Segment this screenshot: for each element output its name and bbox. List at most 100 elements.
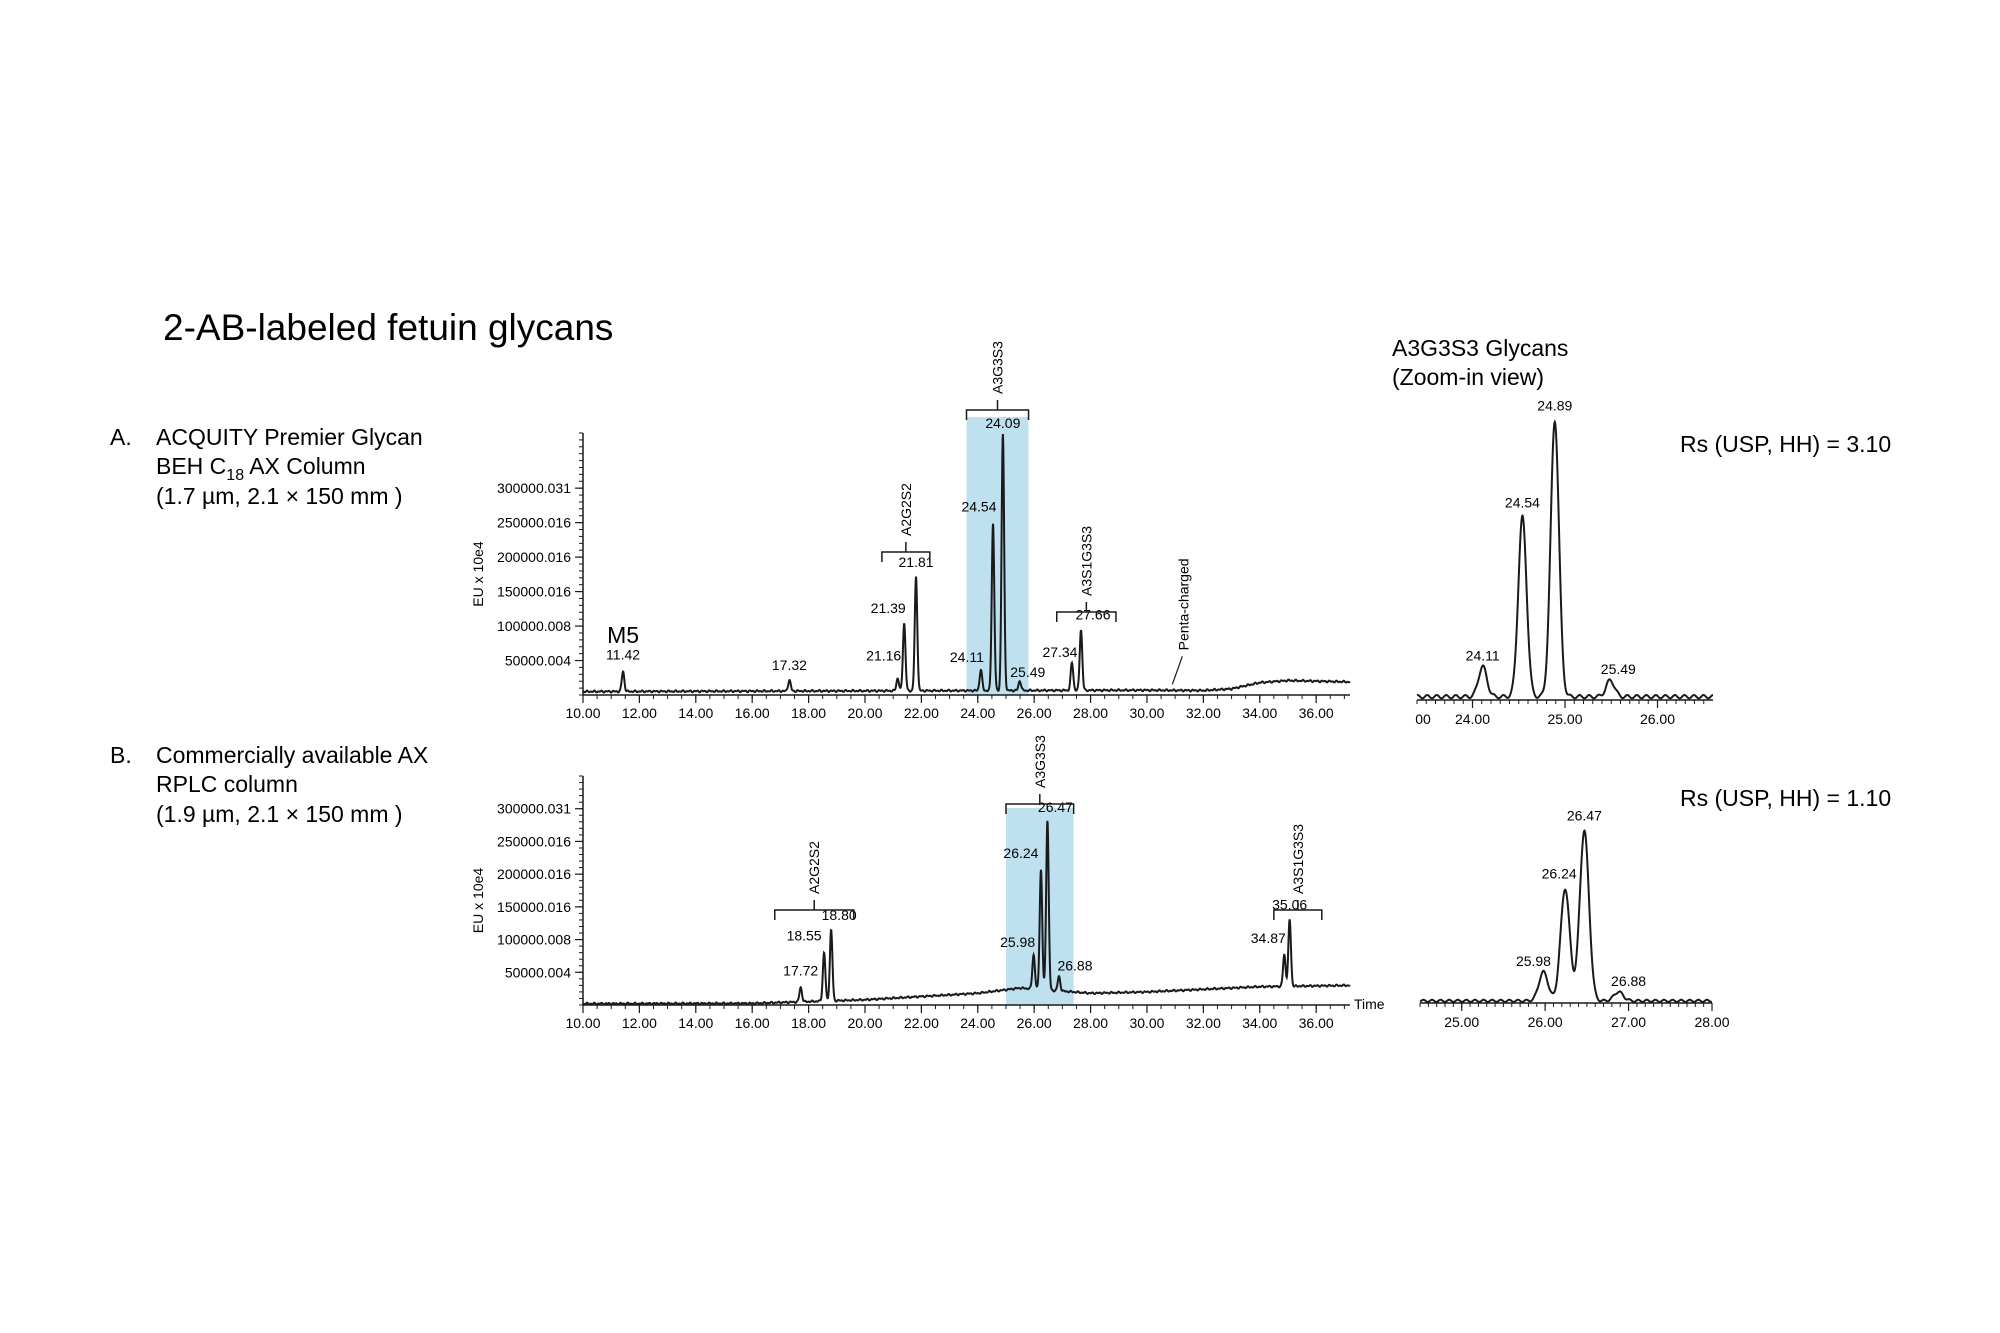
panel-b-desc-line3: (1.9 µm, 2.1 × 150 mm ) (156, 801, 403, 827)
group-label: A2G2S2 (806, 841, 822, 894)
peak-label: 24.54 (961, 499, 996, 515)
y-tick-label: 100000.008 (497, 932, 571, 948)
x-tick-label: 10.00 (565, 1015, 600, 1031)
zoom-x-tick-label: 26.00 (1528, 1014, 1563, 1030)
panel-b-marker: B. (110, 742, 132, 768)
group-bracket (1055, 602, 1117, 622)
x-tick-label: 24.00 (960, 705, 995, 721)
peak-label: 17.32 (772, 657, 807, 673)
x-tick-label: 12.00 (622, 1015, 657, 1031)
zoom-title-line1: A3G3S3 Glycans (1392, 335, 1568, 361)
group-bracket (1273, 900, 1323, 920)
chromatogram-trace (582, 820, 1351, 1006)
x-tick-label: 28.00 (1073, 1015, 1108, 1031)
panel-b-desc-line2: RPLC column (156, 771, 298, 797)
x-tick-label: 32.00 (1186, 705, 1221, 721)
peak-label: 11.42 (606, 646, 640, 662)
zoom-x-tick-label-cut: 00 (1415, 711, 1431, 727)
zoom-peak-label: 24.89 (1537, 398, 1572, 414)
y-tick-label: 300000.031 (497, 480, 571, 496)
x-tick-label: 30.00 (1129, 705, 1164, 721)
y-tick-label: 50000.004 (505, 653, 571, 669)
zoom-chromatogram-b: 25.00 26.00 27.00 28.00 25.98 26.24 26.47 26.88 (1419, 808, 1730, 1030)
y-tick-label: 150000.016 (497, 584, 571, 600)
x-tick-label: 34.00 (1242, 1015, 1277, 1031)
x-tick-label: 14.00 (678, 705, 713, 721)
panel-a-desc-line3: (1.7 µm, 2.1 × 150 mm ) (156, 483, 403, 509)
x-tick-label: 20.00 (847, 705, 882, 721)
x-tick-label: 36.00 (1299, 1015, 1334, 1031)
peak-label: 18.55 (787, 928, 822, 944)
x-tick-label: 20.00 (847, 1015, 882, 1031)
group-label: A3G3S3 (990, 341, 1006, 394)
zoom-x-tick-label: 24.00 (1455, 711, 1490, 727)
zoom-peak-label: 26.24 (1542, 866, 1577, 882)
y-tick-label: 100000.008 (497, 618, 571, 634)
peak-label: 26.88 (1057, 957, 1092, 973)
x-tick-label: 24.00 (960, 1015, 995, 1031)
zoom-x-tick-label: 28.00 (1694, 1014, 1729, 1030)
peak-label: 21.39 (871, 600, 906, 616)
group-bracket (965, 400, 1030, 420)
y-tick-label: 250000.016 (497, 515, 571, 531)
x-tick-label: 18.00 (791, 1015, 826, 1031)
m5-label: M5 (607, 622, 639, 648)
zoom-peak-label: 26.88 (1611, 973, 1646, 989)
zoom-peak-label: 25.98 (1516, 953, 1551, 969)
peak-label: 18.80 (822, 907, 857, 923)
rs-value-a: Rs (USP, HH) = 3.10 (1680, 431, 1891, 457)
group-label: A3S1G3S3 (1078, 526, 1094, 596)
x-tick-label: 18.00 (791, 705, 826, 721)
peak-label: 26.47 (1038, 799, 1073, 815)
zoom-x-tick-label: 25.00 (1444, 1014, 1479, 1030)
chromatogram-trace (582, 433, 1351, 694)
x-tick-label: 16.00 (735, 705, 770, 721)
x-tick-label: 34.00 (1242, 705, 1277, 721)
peak-label: 25.98 (1000, 934, 1035, 950)
panel-b-desc-line1: Commercially available AX (156, 742, 428, 768)
highlight-band (966, 417, 1029, 695)
peak-label: 17.72 (783, 962, 818, 978)
x-tick-label: 26.00 (1017, 705, 1052, 721)
y-axis-label: EU x 10e4 (470, 868, 486, 934)
x-tick-label: 32.00 (1186, 1015, 1221, 1031)
group-bracket (1005, 794, 1075, 814)
zoom-x-tick-label: 27.00 (1611, 1014, 1646, 1030)
peak-label: 24.11 (950, 649, 984, 665)
x-tick-label: 14.00 (678, 1015, 713, 1031)
y-tick-label: 250000.016 (497, 833, 571, 849)
zoom-trace (1419, 829, 1713, 1003)
zoom-x-tick-label: 25.00 (1547, 711, 1582, 727)
group-bracket (881, 542, 931, 562)
zoom-peak-label: 24.54 (1505, 494, 1540, 510)
chromatogram-b: 10.00 12.00 14.00 16.00 18.00 20.00 22.00 24.00… (470, 735, 1385, 1031)
group-label: A3S1G3S3 (1290, 824, 1306, 894)
y-tick-label: 150000.016 (497, 899, 571, 915)
x-tick-label: 12.00 (622, 705, 657, 721)
panel-a-desc-line1: ACQUITY Premier Glycan (156, 424, 423, 450)
zoom-peak-label: 24.11 (1466, 647, 1500, 663)
zoom-peak-label: 25.49 (1601, 661, 1636, 677)
x-axis-label: Time (1354, 996, 1385, 1012)
x-tick-label: 36.00 (1299, 705, 1334, 721)
panel-a-marker: A. (110, 424, 132, 450)
x-tick-label: 28.00 (1073, 705, 1108, 721)
zoom-title-line2: (Zoom-in view) (1392, 364, 1544, 390)
peak-label: 24.09 (985, 415, 1020, 431)
x-tick-label: 22.00 (904, 705, 939, 721)
y-tick-label: 300000.031 (497, 801, 571, 817)
group-bracket (774, 900, 855, 920)
x-tick-label: 10.00 (565, 705, 600, 721)
peak-label: 27.34 (1042, 644, 1077, 660)
y-tick-label: 200000.016 (497, 866, 571, 882)
group-label: A2G2S2 (898, 483, 914, 536)
panel-a-desc-line2: BEH C18 AX Column (156, 453, 366, 484)
y-tick-label: 50000.004 (505, 964, 571, 980)
zoom-peak-label: 26.47 (1567, 808, 1602, 824)
annotation-leader (1171, 656, 1183, 685)
y-tick-label: 200000.016 (497, 549, 571, 565)
peak-label: 26.24 (1003, 845, 1038, 861)
zoom-x-tick-label: 26.00 (1640, 711, 1675, 727)
y-axis-label: EU x 10e4 (470, 541, 486, 607)
